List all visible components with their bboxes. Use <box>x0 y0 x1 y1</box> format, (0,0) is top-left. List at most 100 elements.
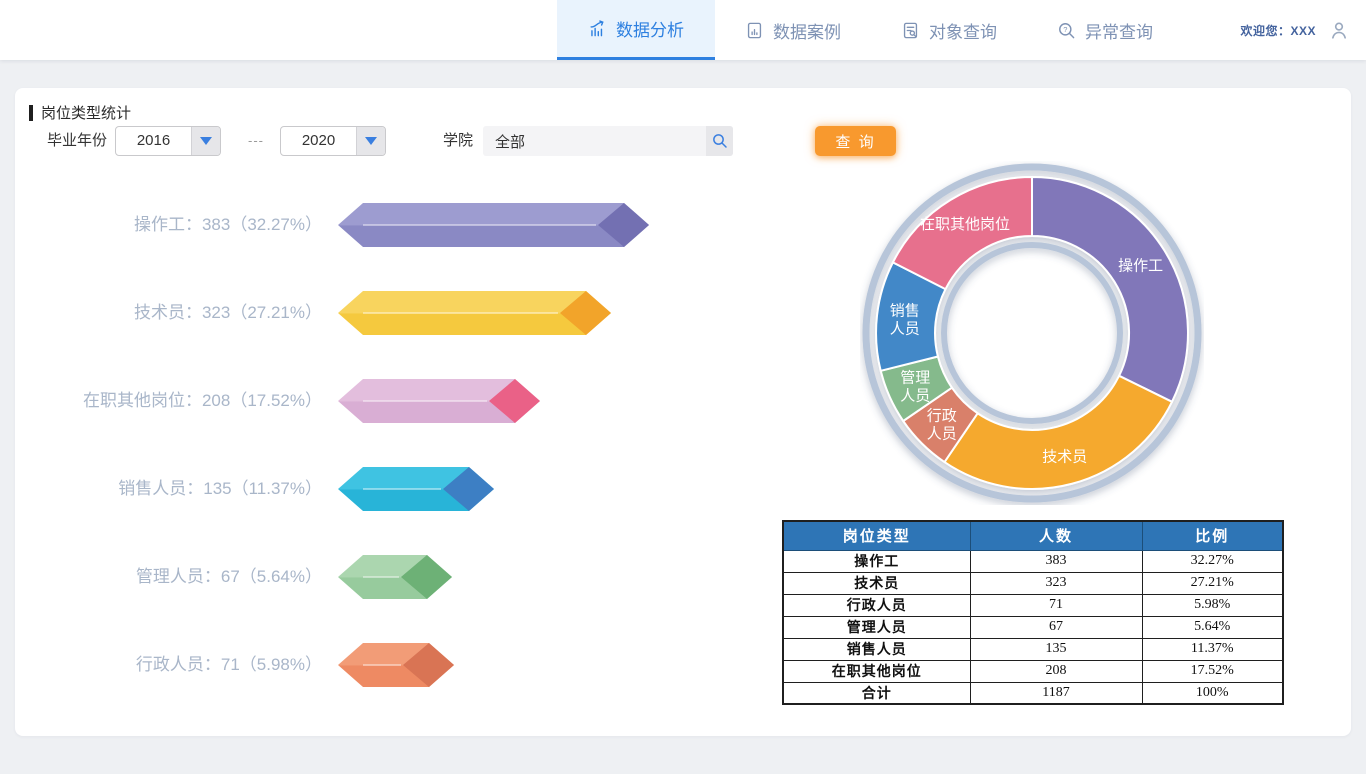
bar-row-4: 销售人员：135（11.37%） <box>15 466 499 512</box>
bar-shape <box>337 378 541 429</box>
tab-data-case[interactable]: 数据案例 <box>715 0 871 60</box>
bar-shape-svg <box>338 643 454 687</box>
title-accent-bar <box>29 104 33 121</box>
bar-label: 操作工：383（32.27%） <box>133 215 322 234</box>
table-cell: 27.21% <box>1141 571 1284 595</box>
tab-label: 对象查询 <box>929 22 997 42</box>
table-row: 技术员 323 27.21% <box>782 571 1284 595</box>
table-cell: 11.37% <box>1141 637 1284 661</box>
table-cell: 67 <box>969 615 1143 639</box>
college-input[interactable] <box>483 126 706 156</box>
top-navigation-bar: 数据分析 数据案例 对象查询? 异常查询 欢迎您：XXX <box>0 0 1366 60</box>
search-question-icon: ? <box>1057 21 1076 40</box>
table-cell: 17.52% <box>1141 659 1284 683</box>
stats-table-wrap: 岗位类型 人数 比例 操作工 383 32.27% 技术员 323 27.21% 行政人员 71 5… <box>782 520 1284 705</box>
donut-segment-label: 行政人员 <box>927 408 957 443</box>
table-cell: 在职其他岗位 <box>782 659 971 683</box>
query-button[interactable]: 查 询 <box>815 126 896 156</box>
year-from-select[interactable]: 2016 <box>115 126 221 156</box>
tab-data-analysis[interactable]: 数据分析 <box>557 0 715 60</box>
table-cell: 5.98% <box>1141 593 1284 617</box>
bar-shape-svg <box>338 467 494 511</box>
document-search-icon <box>901 21 920 40</box>
stats-table: 岗位类型 人数 比例 操作工 383 32.27% 技术员 323 27.21% 行政人员 71 5… <box>782 520 1284 705</box>
table-cell: 100% <box>1141 681 1284 705</box>
donut-segment-label: 销售人员 <box>890 303 920 338</box>
table-row: 销售人员 135 11.37% <box>782 637 1284 661</box>
bar-shape <box>337 554 453 605</box>
chevron-down-icon[interactable] <box>356 127 385 155</box>
tab-label: 数据分析 <box>616 21 684 40</box>
bar-shape-svg <box>338 203 649 247</box>
panel-title: 岗位类型统计 <box>29 102 131 123</box>
welcome-text: 欢迎您：XXX <box>1240 23 1316 38</box>
donut-ring <box>941 242 1123 424</box>
tab-label: 异常查询 <box>1085 22 1153 42</box>
year-from-value: 2016 <box>136 132 171 149</box>
bar-shape <box>337 466 495 517</box>
svg-text:?: ? <box>1063 25 1067 34</box>
donut-segment-1 <box>1031 176 1189 403</box>
panel-title-text: 岗位类型统计 <box>41 105 132 122</box>
donut-segment-label: 技术员 <box>1042 449 1087 466</box>
bar-shape <box>337 642 455 693</box>
bar-shape-svg <box>338 379 540 423</box>
table-cell: 行政人员 <box>782 593 971 617</box>
table-header-row: 岗位类型 人数 比例 <box>782 520 1284 551</box>
table-row: 操作工 383 32.27% <box>782 549 1284 573</box>
table-cell: 销售人员 <box>782 637 971 661</box>
donut-segment-label: 在职其他岗位 <box>920 216 1010 233</box>
bar-row-6: 行政人员：71（5.98%） <box>15 642 459 688</box>
table-row: 在职其他岗位 208 17.52% <box>782 659 1284 683</box>
document-chart-icon <box>745 21 764 40</box>
table-row: 行政人员 71 5.98% <box>782 593 1284 617</box>
table-cell: 技术员 <box>782 571 971 595</box>
bar-row-3: 在职其他岗位：208（17.52%） <box>15 378 545 424</box>
search-icon[interactable] <box>706 126 733 156</box>
table-cell: 5.64% <box>1141 615 1284 639</box>
user-icon[interactable] <box>1328 19 1350 41</box>
bar-shape-svg <box>338 291 611 335</box>
table-cell: 合计 <box>782 681 971 705</box>
year-to-value: 2020 <box>301 132 336 149</box>
college-search-field <box>483 126 733 156</box>
table-cell: 管理人员 <box>782 615 971 639</box>
table-cell: 32.27% <box>1141 549 1284 573</box>
nav-tabs: 数据分析 数据案例 对象查询? 异常查询 <box>557 0 1183 60</box>
year-label: 毕业年份 <box>47 132 108 149</box>
donut-ring <box>862 163 1202 503</box>
table-row: 合计 1187 100% <box>782 681 1284 705</box>
table-cell: 383 <box>969 549 1143 573</box>
bar-label: 技术员：323（27.21%） <box>133 303 322 322</box>
table-cell: 323 <box>969 571 1143 595</box>
bar-shape <box>337 202 650 253</box>
donut-segment-label: 操作工 <box>1118 257 1163 274</box>
bar-row-5: 管理人员：67（5.64%） <box>15 554 457 600</box>
tab-anomaly-query[interactable]: ? 异常查询 <box>1027 0 1183 60</box>
year-to-select[interactable]: 2020 <box>280 126 386 156</box>
table-cell: 1187 <box>969 681 1143 705</box>
tab-object-query[interactable]: 对象查询 <box>871 0 1027 60</box>
table-header-cell: 比例 <box>1141 520 1284 551</box>
bar-label: 行政人员：71（5.98%） <box>135 655 322 674</box>
year-range-separator: --- <box>248 133 264 148</box>
table-cell: 208 <box>969 659 1143 683</box>
bar-row-2: 技术员：323（27.21%） <box>15 290 616 336</box>
table-cell: 71 <box>969 593 1143 617</box>
table-cell: 135 <box>969 637 1143 661</box>
chevron-down-icon[interactable] <box>191 127 220 155</box>
bar-shape <box>337 290 612 341</box>
bar-label: 在职其他岗位：208（17.52%） <box>82 391 322 410</box>
bar-label: 管理人员：67（5.64%） <box>135 567 322 586</box>
table-row: 管理人员 67 5.64% <box>782 615 1284 639</box>
donut-segment-label: 管理人员 <box>900 369 930 404</box>
table-cell: 操作工 <box>782 549 971 573</box>
bar-label: 销售人员：135（11.37%） <box>118 479 322 498</box>
stats-panel: 岗位类型统计 毕业年份 2016 --- 2020 学院 查 询 操作工：383… <box>15 88 1351 736</box>
bar-row-1: 操作工：383（32.27%） <box>15 202 654 248</box>
donut-segment-2 <box>943 374 1173 490</box>
bar-chart-arrow-icon <box>588 19 607 38</box>
user-area: 欢迎您：XXX <box>1240 0 1350 60</box>
table-header-cell: 岗位类型 <box>782 520 971 551</box>
